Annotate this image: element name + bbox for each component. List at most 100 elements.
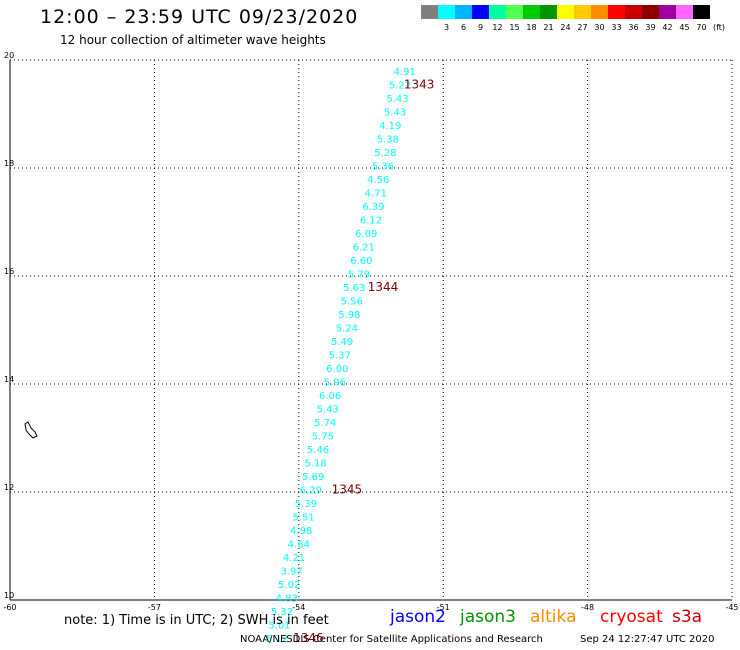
wave-height-label: 5.69 (302, 472, 324, 483)
wave-height-label: 5.75 (312, 431, 334, 442)
credit-line: NOAA/NESDIS Center for Satellite Applica… (240, 634, 543, 645)
wave-height-label: 4.71 (365, 188, 387, 199)
wave-height-label: 6.09 (355, 229, 377, 240)
y-tick-label: 16 (4, 267, 14, 276)
legend-label: 12 (492, 23, 503, 32)
x-tick-label: -60 (3, 603, 16, 612)
wave-height-label: 4.98 (290, 526, 312, 537)
wave-height-label: 5.01 (268, 620, 290, 631)
legend-swatch (574, 5, 591, 19)
wave-height-label: 5.46 (307, 445, 329, 456)
wave-height-label: 6.21 (353, 242, 375, 253)
legend-swatch (625, 5, 642, 19)
wave-height-label: 5.74 (314, 418, 336, 429)
wave-height-label: 5.22 (389, 80, 411, 91)
legend-label: 30 (594, 23, 605, 32)
wave-height-label: 5.51 (292, 512, 314, 523)
legend-label: 15 (509, 23, 520, 32)
legend-swatch (455, 5, 472, 19)
x-tick-label: -54 (292, 603, 305, 612)
legend-swatch (438, 5, 455, 19)
legend-swatch (676, 5, 693, 19)
legend-swatch (659, 5, 676, 19)
wave-height-label: 5.96 (324, 377, 346, 388)
wave-height-label: 5.63 (343, 283, 365, 294)
wave-height-label: 4.91 (394, 67, 416, 78)
legend-label: 70 (696, 23, 707, 32)
wave-height-label: 5.24 (336, 323, 358, 334)
wave-height-label: 6.60 (350, 256, 372, 267)
y-tick-label: 18 (4, 159, 14, 168)
legend-swatch (472, 5, 489, 19)
wave-height-label: 5.18 (305, 458, 327, 469)
x-tick-label: -57 (148, 603, 161, 612)
legend-label: 42 (662, 23, 673, 32)
island-outline (24, 421, 38, 439)
legend-label: 27 (577, 23, 588, 32)
wave-height-label: 5.49 (331, 337, 353, 348)
satellite-s3a: s3a (672, 607, 703, 627)
wave-height-label: 5.43 (317, 404, 339, 415)
legend-swatch (608, 5, 625, 19)
wave-height-label: 3.97 (280, 566, 302, 577)
legend-label: 24 (560, 23, 571, 32)
wave-height-label: 5.38 (377, 134, 399, 145)
wave-height-label: 5.43 (386, 94, 408, 105)
wave-height-label: 5.98 (338, 310, 360, 321)
wave-height-label: 6.00 (326, 364, 348, 375)
satellite-cryosat: cryosat (600, 607, 663, 627)
y-tick-label: 20 (4, 51, 14, 60)
wave-height-label: 5.56 (341, 296, 363, 307)
y-tick-label: 10 (4, 591, 14, 600)
legend-swatch (591, 5, 608, 19)
y-tick-label: 12 (4, 483, 14, 492)
wave-height-label: 5.36 (372, 161, 394, 172)
x-tick-label: -45 (725, 603, 738, 612)
wave-height-label: 6.12 (360, 215, 382, 226)
legend-swatch (557, 5, 574, 19)
pass-number-label: 1343 (404, 77, 435, 91)
wave-height-label: 4.19 (379, 121, 401, 132)
y-tick-label: 14 (4, 375, 14, 384)
legend-swatch (523, 5, 540, 19)
wave-height-label: 5.79 (348, 269, 370, 280)
legend-swatch (693, 5, 710, 19)
legend-swatch (506, 5, 523, 19)
legend-unit: (ft) (712, 23, 726, 32)
legend-label: 9 (477, 23, 484, 32)
legend-label: 21 (543, 23, 554, 32)
wave-height-label: 4.83 (276, 593, 298, 604)
wave-height-label: 5.43 (384, 107, 406, 118)
satellite-jason2: jason2 (390, 607, 446, 627)
wave-height-label: 6.06 (319, 391, 341, 402)
legend-swatch (421, 5, 438, 19)
generation-timestamp: Sep 24 12:27:47 UTC 2020 (580, 634, 715, 645)
footer-note: note: 1) Time is in UTC; 2) SWH is in fe… (64, 613, 329, 628)
pass-number-label: 1345 (332, 482, 363, 496)
wave-height-label: 5.32 (271, 607, 293, 618)
chart-title: 12:00 – 23:59 UTC 09/23/2020 (40, 6, 359, 28)
legend-label: 33 (611, 23, 622, 32)
legend-label: 18 (526, 23, 537, 32)
wave-height-label: 5.02 (278, 580, 300, 591)
x-tick-label: -48 (581, 603, 594, 612)
legend-label: 36 (628, 23, 639, 32)
satellite-jason3: jason3 (460, 607, 516, 627)
wave-height-label: 4.21 (283, 553, 305, 564)
legend-label: 6 (460, 23, 467, 32)
pass-number-label: 1344 (368, 280, 399, 294)
wave-height-label: 5.12 (266, 634, 288, 645)
wave-height-label: 5.28 (374, 148, 396, 159)
wave-height-label: 5.37 (329, 350, 351, 361)
legend-label: 45 (679, 23, 690, 32)
legend-label: 39 (645, 23, 656, 32)
wave-height-label: 6.29 (300, 485, 322, 496)
legend-swatch (489, 5, 506, 19)
satellite-altika: altika (530, 607, 577, 627)
wave-height-label: 4.56 (367, 175, 389, 186)
legend-label: 3 (443, 23, 450, 32)
pass-number-label: 1346 (293, 631, 324, 645)
legend-swatch (642, 5, 659, 19)
legend-swatch (540, 5, 557, 19)
